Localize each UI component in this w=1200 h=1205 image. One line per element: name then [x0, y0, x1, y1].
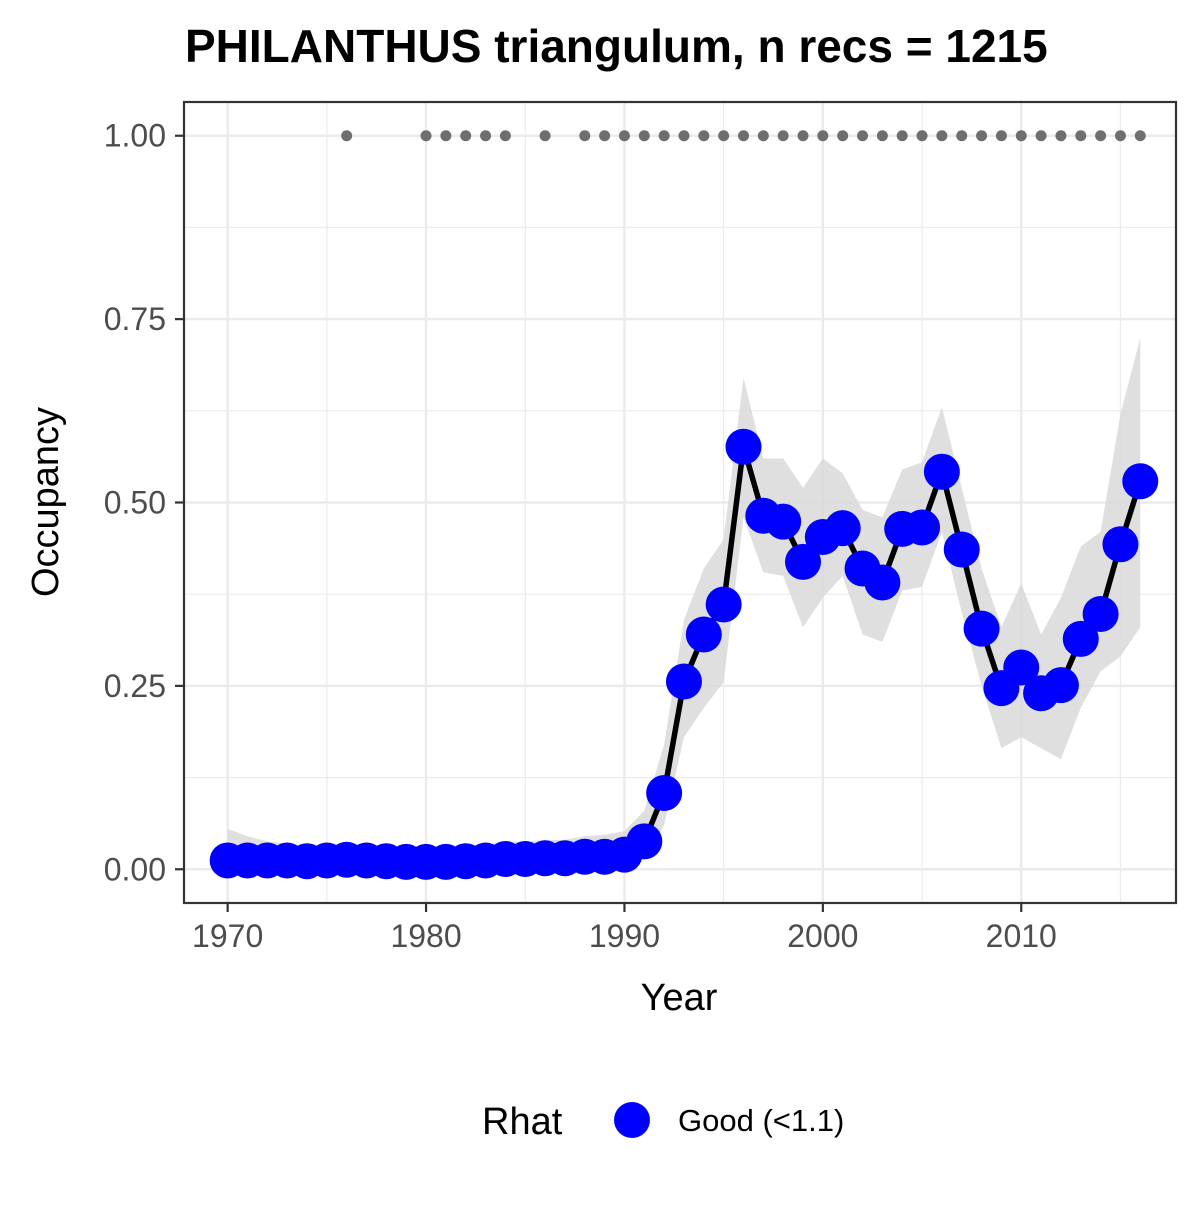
- legend-key-good: [614, 1102, 650, 1138]
- plot-panel: [182, 100, 1178, 905]
- occupancy-point: [665, 663, 702, 700]
- record-year-dot: [718, 130, 730, 142]
- chart-title: PHILANTHUS triangulum, n recs = 1215: [185, 20, 1048, 72]
- record-year-dot: [777, 130, 789, 142]
- occupancy-point: [904, 509, 941, 546]
- occupancy-point: [864, 564, 901, 601]
- axes: 0.00 0.25 0.50 0.75 1.00 1970 1980 1990 2000 2010: [104, 118, 1057, 954]
- occupancy-point: [824, 510, 861, 547]
- record-year-dot: [757, 130, 769, 142]
- record-year-dot: [976, 130, 988, 142]
- record-year-dot: [480, 130, 492, 142]
- record-year-dot: [896, 130, 908, 142]
- occupancy-point: [963, 610, 1000, 647]
- y-tick-label: 0.25: [104, 668, 166, 704]
- confidence-ribbon: [227, 337, 1141, 870]
- record-year-dot: [1134, 130, 1146, 142]
- occupancy-point: [785, 543, 822, 580]
- record-year-dot: [638, 130, 650, 142]
- legend-title: Rhat: [482, 1101, 563, 1143]
- occupancy-point: [725, 428, 762, 465]
- occupancy-point: [705, 586, 742, 623]
- occupancy-point: [1102, 526, 1139, 563]
- record-year-dot: [936, 130, 948, 142]
- record-year-dot: [599, 130, 611, 142]
- occupancy-point: [765, 503, 802, 540]
- occupancy-point: [685, 616, 722, 653]
- record-year-dot: [956, 130, 968, 142]
- record-year-dot: [499, 130, 511, 142]
- record-year-dot: [658, 130, 670, 142]
- record-year-dot: [678, 130, 690, 142]
- record-year-dot: [1095, 130, 1107, 142]
- record-year-dot: [857, 130, 869, 142]
- x-tick-label: 1990: [589, 918, 660, 954]
- legend: Rhat Good (<1.1): [482, 1101, 844, 1143]
- record-year-dot: [698, 130, 710, 142]
- occupancy-point: [1122, 463, 1159, 500]
- record-year-dot: [1015, 130, 1027, 142]
- x-tick-label: 2000: [787, 918, 858, 954]
- record-year-dot: [737, 130, 749, 142]
- occupancy-point: [1062, 620, 1099, 657]
- record-year-dot: [618, 130, 630, 142]
- record-year-dot: [539, 130, 551, 142]
- legend-label-good: Good (<1.1): [678, 1103, 844, 1138]
- occupancy-point: [626, 823, 663, 860]
- record-year-dot: [1075, 130, 1087, 142]
- record-year-dot: [916, 130, 928, 142]
- record-year-dot: [1055, 130, 1067, 142]
- record-year-dot: [341, 130, 353, 142]
- x-tick-label: 1980: [390, 918, 461, 954]
- record-year-dot: [797, 130, 809, 142]
- occupancy-point: [1042, 667, 1079, 704]
- y-tick-label: 0.50: [104, 485, 166, 521]
- x-tick-label: 1970: [192, 918, 263, 954]
- occupancy-point: [646, 774, 683, 811]
- y-tick-label: 0.75: [104, 301, 166, 337]
- y-axis-title: Occupancy: [25, 407, 67, 597]
- record-year-dot: [579, 130, 591, 142]
- y-tick-label: 0.00: [104, 851, 166, 887]
- occupancy-point: [923, 453, 960, 490]
- record-year-dot: [460, 130, 472, 142]
- x-axis-title: Year: [641, 977, 718, 1019]
- record-year-dot: [1035, 130, 1047, 142]
- record-year-dot: [876, 130, 888, 142]
- x-tick-label: 2010: [986, 918, 1057, 954]
- record-year-dot: [1114, 130, 1126, 142]
- record-year-dot: [440, 130, 452, 142]
- record-year-dot: [837, 130, 849, 142]
- record-year-dot: [420, 130, 432, 142]
- occupancy-point: [1003, 649, 1040, 686]
- occupancy-point: [1082, 595, 1119, 632]
- record-year-dot: [995, 130, 1007, 142]
- occupancy-point: [943, 531, 980, 568]
- y-tick-label: 1.00: [104, 118, 166, 154]
- record-year-dot: [817, 130, 829, 142]
